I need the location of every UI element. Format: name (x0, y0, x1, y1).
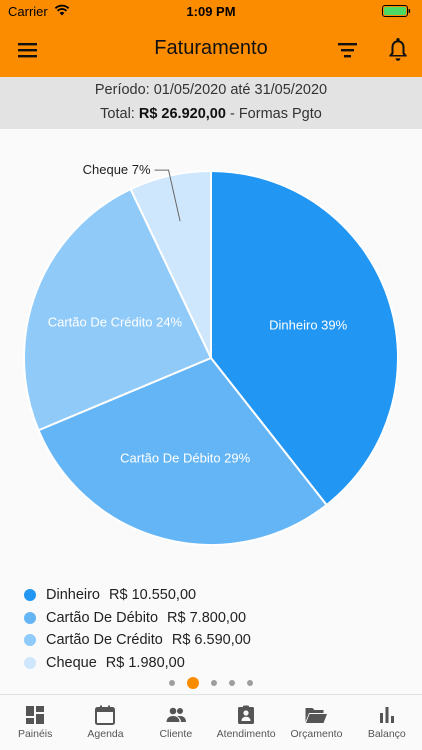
pie-slice-label: Dinheiro 39% (269, 317, 347, 332)
bottom-navigation: Painéis Agenda Cliente Atendimento (0, 694, 422, 750)
bell-icon (389, 38, 407, 61)
menu-icon (18, 43, 37, 58)
chart-legend: Dinheiro R$ 10.550,00 Cartão De Débito R$ 7… (24, 584, 404, 674)
page-dot[interactable] (229, 680, 235, 686)
page-dot[interactable] (247, 680, 253, 686)
nav-item-cliente[interactable]: Cliente (141, 695, 211, 750)
page-dot[interactable] (187, 677, 199, 689)
legend-value: R$ 6.590,00 (171, 632, 251, 649)
status-bar: Carrier 1:09 PM (0, 0, 422, 22)
folder-open-icon (305, 708, 328, 723)
nav-label: Atendimento (216, 728, 276, 740)
wifi-icon (54, 4, 70, 16)
assignment-icon (238, 705, 255, 724)
legend-item: Cartão De Débito R$ 7.800,00 (24, 607, 404, 630)
menu-button[interactable] (10, 32, 46, 68)
legend-swatch (24, 634, 36, 647)
filter-icon (338, 43, 357, 58)
nav-label: Painéis (17, 728, 53, 740)
total-suffix: - Formas Pgto (229, 106, 322, 122)
nav-item-agenda[interactable]: Agenda (70, 695, 140, 750)
nav-item-paineis[interactable]: Painéis (0, 695, 70, 750)
carrier-label: Carrier (8, 4, 48, 19)
legend-value: R$ 7.800,00 (167, 609, 247, 626)
bar-chart-icon (379, 707, 394, 723)
legend-item: Cheque R$ 1.980,00 (24, 652, 404, 675)
legend-value: R$ 10.550,00 (109, 587, 197, 604)
legend-label: Cartão De Débito (46, 609, 159, 626)
nav-item-atendimento[interactable]: Atendimento (211, 695, 281, 750)
summary-banner: Período: 01/05/2020 até 31/05/2020 Total… (0, 77, 422, 129)
pie-slice-0[interactable] (210, 169, 399, 507)
nav-item-orcamento[interactable]: Orçamento (281, 695, 351, 750)
app-bar: Faturamento (0, 22, 422, 77)
nav-label: Balanço (367, 728, 406, 740)
legend-label: Cartão De Crédito (46, 632, 163, 649)
pie-slice-label: Cheque 7% (83, 162, 151, 177)
pie-slice-label: Cartão De Débito 29% (120, 451, 251, 466)
legend-label: Cheque (46, 654, 97, 671)
people-icon (166, 707, 186, 722)
legend-item: Dinheiro R$ 10.550,00 (24, 584, 404, 607)
legend-swatch (24, 611, 36, 624)
pie-slice-label: Cartão De Crédito 24% (48, 314, 183, 329)
total-label: Total: (100, 106, 135, 122)
dashboard-icon (26, 706, 45, 724)
pie-label-leader-line (154, 169, 181, 222)
pie-slice-1[interactable] (37, 356, 329, 546)
page-dot[interactable] (169, 680, 175, 686)
payment-methods-chart: Dinheiro 39% Cartão De Débito 29% Cartão D… (0, 140, 422, 560)
filter-button[interactable] (330, 32, 366, 68)
legend-value: R$ 1.980,00 (105, 654, 185, 671)
nav-label: Cliente (159, 728, 193, 740)
page-dot[interactable] (211, 680, 217, 686)
nav-item-balanco[interactable]: Balanço (352, 695, 422, 750)
legend-swatch (24, 656, 36, 669)
legend-swatch (24, 589, 36, 602)
clock: 1:09 PM (186, 4, 236, 19)
page-indicator (0, 676, 422, 690)
nav-label: Agenda (87, 728, 124, 740)
nav-label: Orçamento (290, 728, 343, 740)
period-text: Período: 01/05/2020 até 31/05/2020 (94, 82, 328, 98)
total-line: Total: R$ 26.920,00 - Formas Pgto (0, 106, 422, 122)
notifications-button[interactable] (380, 32, 416, 68)
legend-item: Cartão De Crédito R$ 6.590,00 (24, 629, 404, 652)
calendar-icon (95, 705, 116, 725)
battery-icon (382, 5, 411, 17)
total-value: R$ 26.920,00 (138, 106, 226, 122)
page-title: Faturamento (154, 37, 268, 59)
pie-slice-2[interactable] (23, 187, 213, 432)
legend-label: Dinheiro (46, 587, 100, 604)
pie-chart: Dinheiro 39% Cartão De Débito 29% Cartão D… (23, 162, 399, 546)
